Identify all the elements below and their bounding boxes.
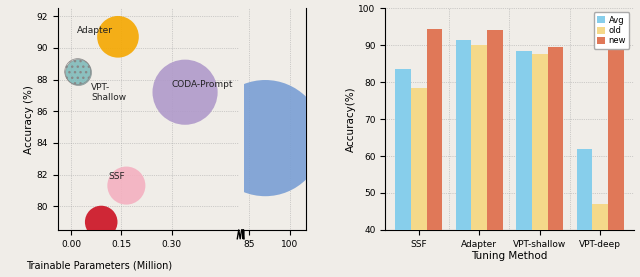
- Text: Trainable Parameters (Million): Trainable Parameters (Million): [26, 260, 172, 270]
- Text: SSF: SSF: [108, 172, 125, 181]
- Bar: [608, 23, 624, 277]
- Point: [260, 136, 270, 140]
- Point: [121, 183, 131, 188]
- Bar: [593, 204, 608, 277]
- Bar: [577, 149, 593, 277]
- Bar: [411, 88, 426, 277]
- X-axis label: Tuning Method: Tuning Method: [471, 252, 548, 261]
- Bar: [487, 30, 503, 277]
- Point: [113, 35, 123, 39]
- Y-axis label: Accuracy(%): Accuracy(%): [346, 86, 356, 152]
- Bar: [516, 51, 532, 277]
- Text: Adapter: Adapter: [77, 26, 113, 35]
- Bar: [456, 40, 471, 277]
- Point: [96, 220, 106, 224]
- Text: Fine-tuning: Fine-tuning: [0, 276, 1, 277]
- Y-axis label: Accuracy (%): Accuracy (%): [24, 85, 33, 153]
- Legend: Avg, old, new: Avg, old, new: [594, 12, 629, 49]
- Bar: [471, 45, 487, 277]
- Bar: [426, 29, 442, 277]
- Point: [72, 70, 83, 74]
- Text: CODA-Prompt: CODA-Prompt: [171, 80, 232, 89]
- Bar: [532, 55, 548, 277]
- Bar: [548, 47, 563, 277]
- Text: VPT-
Shallow: VPT- Shallow: [91, 83, 126, 102]
- Text: VPT-Deep: VPT-Deep: [0, 276, 1, 277]
- Point: [180, 90, 190, 94]
- Bar: [395, 69, 411, 277]
- Point: [72, 70, 83, 74]
